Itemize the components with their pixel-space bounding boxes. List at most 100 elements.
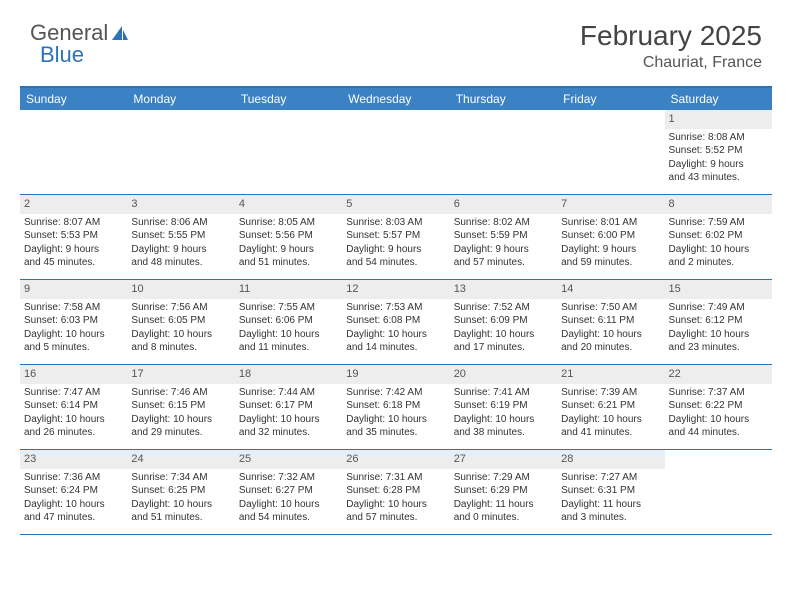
- detail-line: Sunset: 6:06 PM: [239, 314, 338, 328]
- detail-line: Daylight: 9 hours: [561, 243, 660, 257]
- day-details: Sunrise: 8:01 AMSunset: 6:00 PMDaylight:…: [561, 216, 660, 270]
- day-number: 4: [235, 195, 342, 214]
- detail-line: and 45 minutes.: [24, 256, 123, 270]
- detail-line: Sunrise: 7:36 AM: [24, 471, 123, 485]
- detail-line: Sunrise: 8:03 AM: [346, 216, 445, 230]
- day-details: Sunrise: 7:36 AMSunset: 6:24 PMDaylight:…: [24, 471, 123, 525]
- detail-line: Sunrise: 7:52 AM: [454, 301, 553, 315]
- detail-line: and 32 minutes.: [239, 426, 338, 440]
- day-cell-27: 27Sunrise: 7:29 AMSunset: 6:29 PMDayligh…: [450, 450, 557, 534]
- empty-cell: .: [557, 110, 664, 194]
- day-number: 28: [557, 450, 664, 469]
- weekday-thursday: Thursday: [450, 88, 557, 110]
- detail-line: Sunrise: 7:37 AM: [669, 386, 768, 400]
- detail-line: Daylight: 10 hours: [669, 328, 768, 342]
- detail-line: Sunrise: 7:50 AM: [561, 301, 660, 315]
- day-details: Sunrise: 7:47 AMSunset: 6:14 PMDaylight:…: [24, 386, 123, 440]
- day-cell-10: 10Sunrise: 7:56 AMSunset: 6:05 PMDayligh…: [127, 280, 234, 364]
- day-details: Sunrise: 8:02 AMSunset: 5:59 PMDaylight:…: [454, 216, 553, 270]
- detail-line: Daylight: 10 hours: [561, 328, 660, 342]
- detail-line: and 26 minutes.: [24, 426, 123, 440]
- detail-line: Daylight: 10 hours: [131, 413, 230, 427]
- day-details: Sunrise: 8:08 AMSunset: 5:52 PMDaylight:…: [669, 131, 768, 185]
- detail-line: Sunset: 6:03 PM: [24, 314, 123, 328]
- detail-line: and 59 minutes.: [561, 256, 660, 270]
- weekday-header: SundayMondayTuesdayWednesdayThursdayFrid…: [20, 88, 772, 110]
- day-number: 13: [450, 280, 557, 299]
- day-number: 12: [342, 280, 449, 299]
- day-cell-24: 24Sunrise: 7:34 AMSunset: 6:25 PMDayligh…: [127, 450, 234, 534]
- detail-line: and 54 minutes.: [346, 256, 445, 270]
- detail-line: Daylight: 10 hours: [561, 413, 660, 427]
- detail-line: Sunrise: 8:02 AM: [454, 216, 553, 230]
- detail-line: Sunset: 6:24 PM: [24, 484, 123, 498]
- detail-line: Sunrise: 7:31 AM: [346, 471, 445, 485]
- header: General February 2025 Chauriat, France: [0, 0, 792, 80]
- detail-line: Sunset: 6:25 PM: [131, 484, 230, 498]
- empty-cell: .: [450, 110, 557, 194]
- day-cell-25: 25Sunrise: 7:32 AMSunset: 6:27 PMDayligh…: [235, 450, 342, 534]
- day-number: 2: [20, 195, 127, 214]
- detail-line: Sunrise: 7:58 AM: [24, 301, 123, 315]
- day-number: 11: [235, 280, 342, 299]
- detail-line: Sunrise: 8:07 AM: [24, 216, 123, 230]
- day-cell-2: 2 Sunrise: 8:07 AMSunset: 5:53 PMDaylight…: [20, 195, 127, 279]
- detail-line: Sunset: 6:08 PM: [346, 314, 445, 328]
- day-cell-15: 15Sunrise: 7:49 AMSunset: 6:12 PMDayligh…: [665, 280, 772, 364]
- detail-line: and 3 minutes.: [561, 511, 660, 525]
- detail-line: Daylight: 10 hours: [346, 498, 445, 512]
- day-cell-7: 7Sunrise: 8:01 AMSunset: 6:00 PMDaylight…: [557, 195, 664, 279]
- detail-line: and 23 minutes.: [669, 341, 768, 355]
- day-cell-17: 17Sunrise: 7:46 AMSunset: 6:15 PMDayligh…: [127, 365, 234, 449]
- day-details: Sunrise: 7:56 AMSunset: 6:05 PMDaylight:…: [131, 301, 230, 355]
- detail-line: Sunrise: 7:32 AM: [239, 471, 338, 485]
- weekday-sunday: Sunday: [20, 88, 127, 110]
- day-details: Sunrise: 7:37 AMSunset: 6:22 PMDaylight:…: [669, 386, 768, 440]
- day-details: Sunrise: 7:44 AMSunset: 6:17 PMDaylight:…: [239, 386, 338, 440]
- day-cell-9: 9Sunrise: 7:58 AMSunset: 6:03 PMDaylight…: [20, 280, 127, 364]
- detail-line: Sunset: 6:29 PM: [454, 484, 553, 498]
- detail-line: Sunset: 6:05 PM: [131, 314, 230, 328]
- day-details: Sunrise: 8:07 AMSunset: 5:53 PMDaylight:…: [24, 216, 123, 270]
- day-number: 18: [235, 365, 342, 384]
- weekday-tuesday: Tuesday: [235, 88, 342, 110]
- detail-line: Sunrise: 7:42 AM: [346, 386, 445, 400]
- day-cell-12: 12 Sunrise: 7:53 AMSunset: 6:08 PMDayligh…: [342, 280, 449, 364]
- detail-line: Daylight: 9 hours: [669, 158, 768, 172]
- detail-line: and 11 minutes.: [239, 341, 338, 355]
- detail-line: and 38 minutes.: [454, 426, 553, 440]
- month-title: February 2025: [580, 20, 762, 52]
- day-details: Sunrise: 7:53 AMSunset: 6:08 PMDaylight:…: [346, 301, 445, 355]
- detail-line: Daylight: 10 hours: [346, 328, 445, 342]
- day-number: 21: [557, 365, 664, 384]
- detail-line: Sunset: 6:17 PM: [239, 399, 338, 413]
- day-details: Sunrise: 8:06 AMSunset: 5:55 PMDaylight:…: [131, 216, 230, 270]
- day-cell-18: 18 Sunrise: 7:44 AMSunset: 6:17 PMDayligh…: [235, 365, 342, 449]
- day-details: Sunrise: 7:39 AMSunset: 6:21 PMDaylight:…: [561, 386, 660, 440]
- detail-line: Daylight: 11 hours: [454, 498, 553, 512]
- detail-line: Daylight: 10 hours: [239, 328, 338, 342]
- day-details: Sunrise: 7:52 AMSunset: 6:09 PMDaylight:…: [454, 301, 553, 355]
- empty-cell: .: [20, 110, 127, 194]
- day-number: 14: [557, 280, 664, 299]
- day-details: Sunrise: 7:49 AMSunset: 6:12 PMDaylight:…: [669, 301, 768, 355]
- day-cell-26: 26Sunrise: 7:31 AMSunset: 6:28 PMDayligh…: [342, 450, 449, 534]
- day-number: 3: [127, 195, 234, 214]
- detail-line: Sunset: 6:14 PM: [24, 399, 123, 413]
- detail-line: Daylight: 9 hours: [346, 243, 445, 257]
- detail-line: Daylight: 10 hours: [131, 328, 230, 342]
- detail-line: Sunset: 6:11 PM: [561, 314, 660, 328]
- calendar: SundayMondayTuesdayWednesdayThursdayFrid…: [20, 86, 772, 535]
- detail-line: and 20 minutes.: [561, 341, 660, 355]
- day-details: Sunrise: 7:31 AMSunset: 6:28 PMDaylight:…: [346, 471, 445, 525]
- detail-line: and 51 minutes.: [131, 511, 230, 525]
- day-number: 9: [20, 280, 127, 299]
- day-details: Sunrise: 7:27 AMSunset: 6:31 PMDaylight:…: [561, 471, 660, 525]
- detail-line: Sunrise: 8:01 AM: [561, 216, 660, 230]
- detail-line: Sunrise: 8:05 AM: [239, 216, 338, 230]
- day-cell-16: 16Sunrise: 7:47 AMSunset: 6:14 PMDayligh…: [20, 365, 127, 449]
- day-number: 24: [127, 450, 234, 469]
- detail-line: Sunrise: 7:39 AM: [561, 386, 660, 400]
- detail-line: Sunrise: 7:27 AM: [561, 471, 660, 485]
- day-cell-21: 21 Sunrise: 7:39 AMSunset: 6:21 PMDayligh…: [557, 365, 664, 449]
